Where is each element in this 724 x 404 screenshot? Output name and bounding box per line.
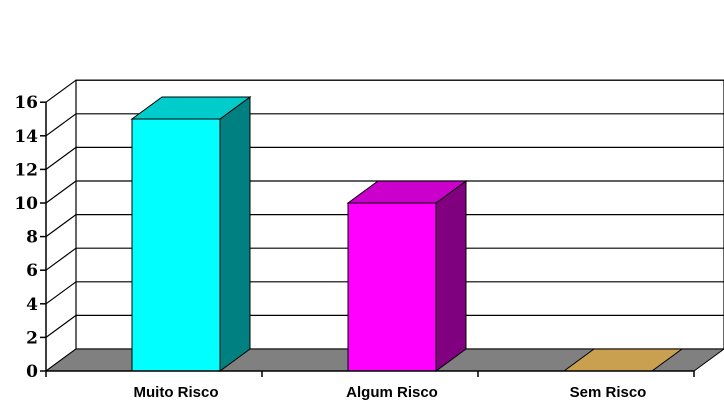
y-tick-label: 2 [26,328,38,348]
y-tick-label: 16 [14,93,38,113]
y-tick-label: 0 [26,362,38,382]
bar-front [131,118,221,372]
gridline-side [45,113,77,137]
gridline-side [45,247,77,271]
gridline-side [45,146,77,170]
gridline-side [45,79,77,103]
bar [130,96,252,372]
bar-top [130,96,252,120]
bar-side [219,96,251,372]
y-tick-label: 4 [26,295,38,315]
y-tick-label: 6 [26,261,38,281]
bar [346,180,468,372]
y-tick-label: 14 [14,127,38,147]
bar-top [346,180,468,204]
x-tick-label: Sem Risco [570,384,647,401]
gridline-side [45,281,77,305]
bars [130,96,684,372]
y-tick-label: 8 [26,228,38,248]
x-tick-label: Muito Risco [134,384,219,401]
x-axis-ticks: Muito Risco Algum Risco Sem Risco [45,371,695,401]
y-axis-ticks: 0 2 4 6 8 10 12 14 16 [14,93,46,382]
y-tick-label: 12 [14,160,38,180]
gridline-side [45,214,77,238]
x-tick-label: Algum Risco [346,384,438,401]
y-tick-label: 10 [14,194,38,214]
bar-front [347,202,437,372]
gridline-side [45,180,77,204]
bar-side [435,180,467,372]
gridline-side [45,314,77,338]
